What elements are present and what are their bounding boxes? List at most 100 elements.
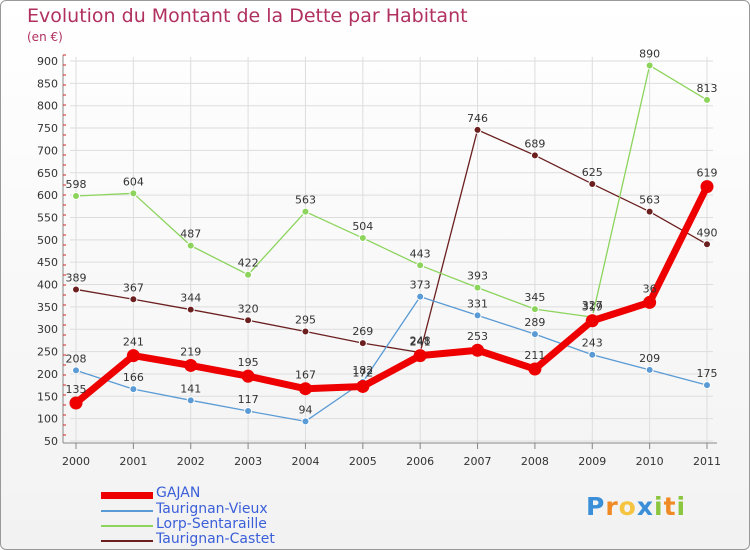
data-point-lorp-sentaraille [301, 207, 310, 216]
data-label-taurignan-castet: 563 [639, 194, 660, 207]
y-tick-label: 500 [37, 234, 58, 247]
data-label-taurignan-vieux: 166 [123, 371, 144, 384]
data-point-taurignan-vieux [530, 330, 539, 339]
data-label-gajan: 241 [410, 336, 431, 349]
y-tick-label: 900 [37, 55, 58, 68]
legend-swatch [101, 525, 153, 527]
logo-letter: P [586, 492, 606, 521]
legend-swatch [101, 540, 153, 542]
logo-letter: i [654, 492, 664, 521]
y-tick-label: 100 [37, 413, 58, 426]
proxiti-logo: Proxiti [586, 492, 686, 521]
data-label-taurignan-castet: 320 [238, 302, 259, 315]
y-tick-label: 250 [37, 346, 58, 359]
data-label-taurignan-castet: 389 [66, 271, 87, 284]
data-label-taurignan-castet: 344 [180, 292, 201, 305]
x-tick-label: 2011 [693, 455, 721, 468]
data-label-gajan: 36 [643, 282, 657, 295]
data-label-taurignan-vieux: 208 [66, 352, 87, 365]
x-tick-label: 2004 [291, 455, 319, 468]
legend-label: Taurignan-Castet [156, 531, 275, 547]
x-tick-label: 2003 [234, 455, 262, 468]
data-label-taurignan-castet: 689 [524, 137, 545, 150]
y-tick-label: 200 [37, 368, 58, 381]
data-point-lorp-sentaraille [244, 270, 253, 279]
data-point-taurignan-vieux [416, 292, 425, 301]
data-point-gajan [69, 396, 83, 410]
data-label-lorp-sentaraille: 813 [697, 82, 718, 95]
data-point-taurignan-castet [530, 151, 539, 160]
x-tick-label: 2009 [578, 455, 606, 468]
series-line-lorp-sentaraille [75, 64, 708, 318]
y-tick-label: 550 [37, 211, 58, 224]
y-tick-label: 800 [37, 100, 58, 113]
data-label-taurignan-vieux: 94 [298, 403, 312, 416]
data-label-lorp-sentaraille: 327 [582, 299, 603, 312]
data-label-taurignan-castet: 248 [410, 334, 431, 347]
data-label-gajan: 319 [582, 301, 603, 314]
data-label-gajan: 135 [66, 383, 87, 396]
data-point-taurignan-vieux [473, 311, 482, 320]
logo-letter: o [618, 492, 637, 521]
data-label-taurignan-castet: 269 [352, 325, 373, 338]
data-label-gajan: 172 [352, 366, 373, 379]
data-point-lorp-sentaraille [645, 61, 654, 70]
data-label-gajan: 211 [524, 349, 545, 362]
data-point-lorp-sentaraille [530, 305, 539, 314]
data-label-lorp-sentaraille: 422 [238, 257, 259, 270]
legend-label: Taurignan-Vieux [156, 501, 268, 517]
data-label-taurignan-vieux: 289 [524, 316, 545, 329]
data-point-taurignan-castet [358, 339, 367, 348]
data-label-taurignan-castet: 746 [467, 112, 488, 125]
data-label-taurignan-vieux: 331 [467, 297, 488, 310]
data-point-lorp-sentaraille [129, 189, 138, 198]
data-label-gajan: 619 [697, 167, 718, 180]
data-label-gajan: 167 [295, 369, 316, 382]
legend-label: Lorp-Sentaraille [156, 516, 267, 532]
data-point-gajan [471, 343, 485, 357]
data-point-taurignan-castet [129, 295, 138, 304]
logo-letter: t [663, 492, 677, 521]
data-label-taurignan-vieux: 141 [180, 382, 201, 395]
x-tick-label: 2006 [406, 455, 434, 468]
data-point-taurignan-castet [588, 179, 597, 188]
x-tick-label: 2010 [636, 455, 664, 468]
data-point-lorp-sentaraille [416, 261, 425, 270]
y-tick-label: 700 [37, 144, 58, 157]
data-label-taurignan-castet: 490 [697, 226, 718, 239]
data-point-taurignan-castet [473, 125, 482, 134]
data-label-taurignan-vieux: 182 [352, 364, 373, 377]
legend-swatch [101, 510, 153, 512]
data-label-lorp-sentaraille: 443 [410, 247, 431, 260]
data-label-taurignan-vieux: 175 [697, 367, 718, 380]
data-point-taurignan-vieux [645, 365, 654, 374]
data-point-gajan [241, 369, 255, 383]
y-tick-label: 450 [37, 256, 58, 269]
data-label-gajan: 219 [180, 345, 201, 358]
data-label-gajan: 241 [123, 336, 144, 349]
y-tick-label: 750 [37, 122, 58, 135]
x-tick-label: 2005 [349, 455, 377, 468]
data-point-gajan [184, 358, 198, 372]
data-label-taurignan-vieux: 117 [238, 393, 259, 406]
data-point-gajan [585, 314, 599, 328]
x-tick-label: 2007 [464, 455, 492, 468]
data-label-taurignan-castet: 295 [295, 313, 316, 326]
data-label-lorp-sentaraille: 393 [467, 270, 488, 283]
data-label-lorp-sentaraille: 598 [66, 178, 87, 191]
data-point-taurignan-vieux [129, 385, 138, 394]
data-point-taurignan-castet [645, 207, 654, 216]
y-tick-label: 300 [37, 323, 58, 336]
data-point-lorp-sentaraille [473, 283, 482, 292]
data-point-gajan [126, 349, 140, 363]
logo-letter: x [636, 492, 654, 521]
y-tick-label: 850 [37, 77, 58, 90]
x-tick-label: 2002 [177, 455, 205, 468]
logo-letter: r [605, 492, 619, 521]
legend-label: GAJAN [156, 485, 201, 501]
y-tick-label: 50 [44, 435, 58, 448]
data-label-gajan: 195 [238, 356, 259, 369]
series-line-taurignan-vieux [75, 295, 708, 422]
